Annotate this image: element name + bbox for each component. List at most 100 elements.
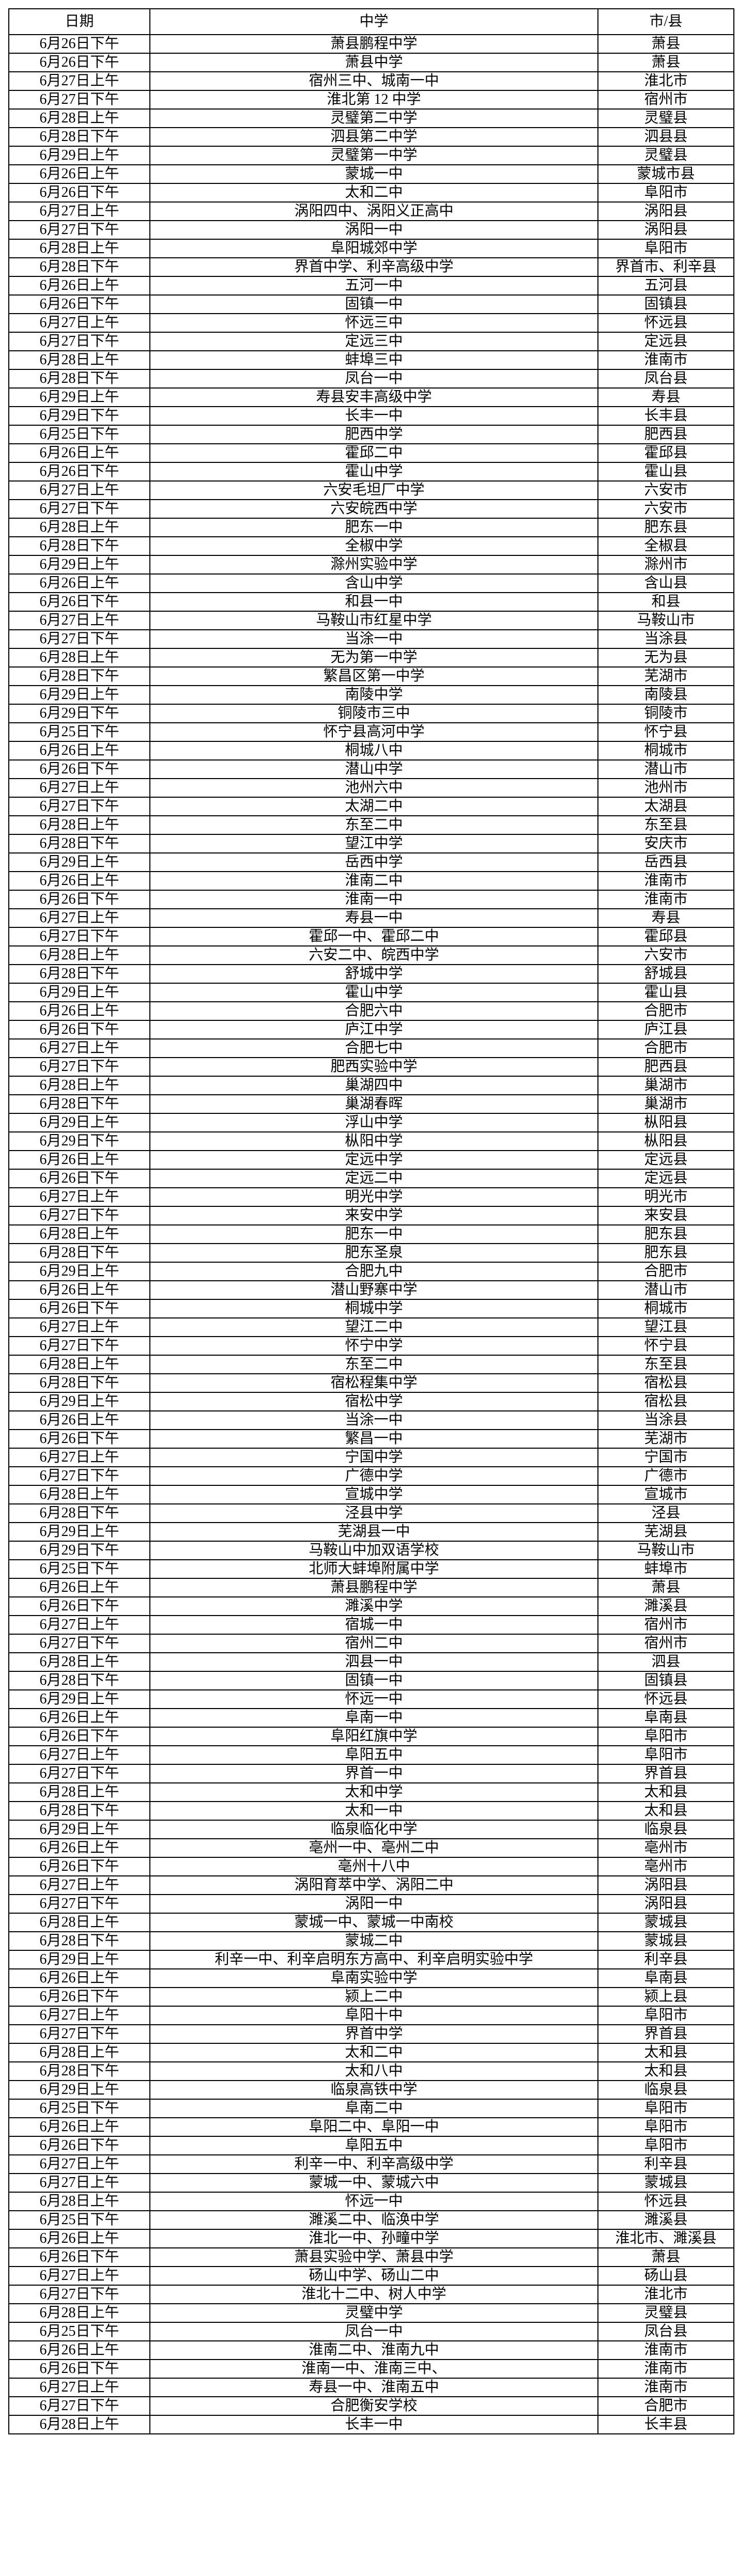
table-row: 6月28日下午 巢湖春晖 巢湖市 [8, 1094, 734, 1114]
date-cell: 6月26日上午 [8, 2117, 150, 2137]
table-row: 6月28日上午 肥东一中 肥东县 [8, 1224, 734, 1244]
date-cell: 6月26日下午 [8, 1987, 150, 2007]
table-row: 6月29日上午 合肥九中 合肥市 [8, 1262, 734, 1281]
school-cell: 阜阳城郊中学 [149, 239, 598, 258]
city-county-cell: 巢湖市 [597, 1076, 734, 1095]
table-row: 6月26日下午 亳州十八中 亳州市 [8, 1857, 734, 1876]
table-row: 6月28日上午 阜阳城郊中学 阜阳市 [8, 239, 734, 258]
date-cell: 6月26日下午 [8, 2359, 150, 2379]
city-county-cell: 巢湖市 [597, 1094, 734, 1114]
school-cell: 阜阳红旗中学 [149, 1727, 598, 1746]
table-row: 6月27日下午 六安皖西中学 六安市 [8, 499, 734, 519]
date-cell: 6月28日下午 [8, 2061, 150, 2081]
city-county-cell: 濉溪县 [597, 2210, 734, 2230]
date-cell: 6月27日上午 [8, 2154, 150, 2174]
school-cell: 五河一中 [149, 276, 598, 296]
school-cell: 寿县一中、淮南五中 [149, 2378, 598, 2397]
city-county-cell: 太湖县 [597, 797, 734, 816]
date-cell: 6月26日下午 [8, 462, 150, 482]
school-cell: 岳西中学 [149, 852, 598, 872]
city-county-cell: 泾县 [597, 1503, 734, 1523]
date-cell: 6月25日下午 [8, 425, 150, 444]
table-row: 6月27日下午 合肥衡安学校 合肥市 [8, 2396, 734, 2416]
date-cell: 6月26日上午 [8, 276, 150, 296]
table-row: 6月29日上午 滁州实验中学 滁州市 [8, 555, 734, 575]
city-county-cell: 肥东县 [597, 1243, 734, 1263]
city-county-cell: 萧县 [597, 53, 734, 72]
school-cell: 广德中学 [149, 1466, 598, 1486]
city-county-cell: 利辛县 [597, 2154, 734, 2174]
city-county-cell: 灵璧县 [597, 108, 734, 128]
school-cell: 怀远一中 [149, 2192, 598, 2211]
date-cell: 6月29日上午 [8, 1522, 150, 1542]
city-county-cell: 芜湖市 [597, 1429, 734, 1449]
school-cell: 灵璧第一中学 [149, 146, 598, 165]
table-row: 6月27日下午 宿州二中 宿州市 [8, 1634, 734, 1653]
date-cell: 6月26日上午 [8, 1001, 150, 1021]
date-cell: 6月26日下午 [8, 2136, 150, 2155]
date-cell: 6月27日下午 [8, 1466, 150, 1486]
table-row: 6月25日下午 凤台一中 凤台县 [8, 2322, 734, 2341]
city-county-cell: 东至县 [597, 815, 734, 835]
table-row: 6月26日下午 颍上二中 颍上县 [8, 1987, 734, 2007]
city-county-cell: 阜阳市 [597, 1745, 734, 1765]
table-row: 6月27日上午 合肥七中 合肥市 [8, 1038, 734, 1058]
city-county-cell: 六安市 [597, 480, 734, 500]
school-cell: 东至二中 [149, 1355, 598, 1374]
city-county-cell: 望江县 [597, 1317, 734, 1337]
school-cell: 六安二中、皖西中学 [149, 945, 598, 965]
school-cell: 肥东圣泉 [149, 1243, 598, 1263]
date-cell: 6月28日下午 [8, 1801, 150, 1821]
table-row: 6月27日上午 阜阳十中 阜阳市 [8, 2006, 734, 2025]
date-cell: 6月26日上午 [8, 443, 150, 463]
school-cell: 淮北十二中、树人中学 [149, 2285, 598, 2304]
date-cell: 6月25日下午 [8, 2099, 150, 2118]
city-county-cell: 凤台县 [597, 369, 734, 389]
school-cell: 寿县一中 [149, 908, 598, 928]
school-cell: 淮北第 12 中学 [149, 90, 598, 110]
city-county-cell: 淮南市 [597, 871, 734, 891]
city-county-cell: 阜阳市 [597, 1727, 734, 1746]
table-row: 6月27日上午 涡阳育萃中学、涡阳二中 涡阳县 [8, 1875, 734, 1895]
table-row: 6月26日下午 和县一中 和县 [8, 592, 734, 612]
date-cell: 6月28日下午 [8, 1243, 150, 1263]
table-row: 6月26日下午 萧县实验中学、萧县中学 萧县 [8, 2247, 734, 2267]
table-row: 6月27日下午 定远三中 定远县 [8, 332, 734, 351]
school-cell: 怀远一中 [149, 1689, 598, 1709]
date-cell: 6月27日下午 [8, 1634, 150, 1653]
city-county-cell: 界首县 [597, 2024, 734, 2044]
school-cell: 太和二中 [149, 183, 598, 203]
city-county-cell: 怀宁县 [597, 1336, 734, 1356]
school-cell: 定远二中 [149, 1169, 598, 1188]
city-county-cell: 蒙城市县 [597, 164, 734, 184]
school-cell: 怀远三中 [149, 313, 598, 333]
date-cell: 6月28日下午 [8, 127, 150, 147]
city-county-cell: 亳州市 [597, 1838, 734, 1858]
school-cell: 灵璧中学 [149, 2303, 598, 2323]
date-cell: 6月28日上午 [8, 1076, 150, 1095]
school-cell: 定远中学 [149, 1150, 598, 1170]
city-county-cell: 阜阳市 [597, 2117, 734, 2137]
school-cell: 涡阳一中 [149, 1894, 598, 1914]
table-row: 6月29日上午 临泉临化中学 临泉县 [8, 1820, 734, 1839]
table-row: 6月28日下午 繁昌区第一中学 芜湖市 [8, 666, 734, 686]
date-cell: 6月28日上午 [8, 648, 150, 668]
table-row: 6月28日上午 巢湖四中 巢湖市 [8, 1076, 734, 1095]
city-county-cell: 合肥市 [597, 2396, 734, 2416]
school-cell: 铜陵市三中 [149, 704, 598, 723]
table-row: 6月26日下午 阜阳五中 阜阳市 [8, 2136, 734, 2155]
school-cell: 淮南二中 [149, 871, 598, 891]
city-county-cell: 固镇县 [597, 294, 734, 314]
city-county-cell: 蒙城县 [597, 1931, 734, 1951]
date-cell: 6月29日上午 [8, 1689, 150, 1709]
city-county-cell: 怀宁县 [597, 722, 734, 742]
city-county-cell: 安庆市 [597, 834, 734, 854]
table-row: 6月29日上午 岳西中学 岳西县 [8, 852, 734, 872]
table-row: 6月29日上午 利辛一中、利辛启明东方高中、利辛启明实验中学 利辛县 [8, 1950, 734, 1969]
city-county-cell: 怀远县 [597, 1689, 734, 1709]
school-cell: 临泉临化中学 [149, 1820, 598, 1839]
date-cell: 6月26日下午 [8, 1020, 150, 1039]
date-cell: 6月26日下午 [8, 183, 150, 203]
table-row: 6月29日上午 寿县安丰高级中学 寿县 [8, 387, 734, 407]
date-cell: 6月28日上午 [8, 815, 150, 835]
